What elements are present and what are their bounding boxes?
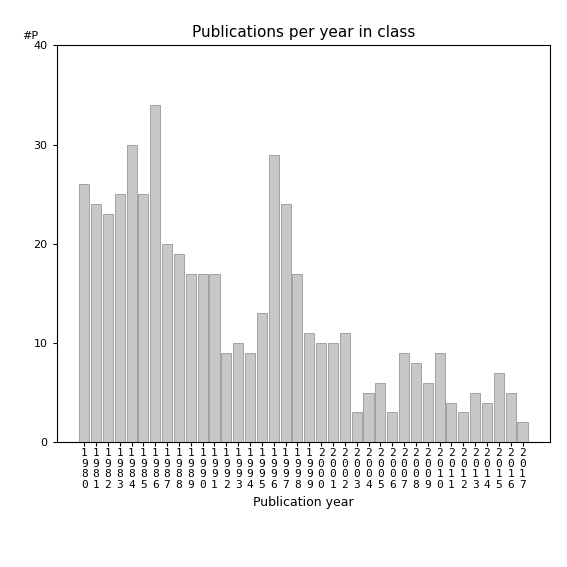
Bar xyxy=(186,274,196,442)
Bar xyxy=(411,363,421,442)
Bar xyxy=(103,214,113,442)
Bar xyxy=(257,313,267,442)
Bar xyxy=(423,383,433,442)
Bar xyxy=(150,105,160,442)
Bar xyxy=(375,383,386,442)
Bar xyxy=(387,413,397,442)
Bar xyxy=(91,204,101,442)
Bar xyxy=(138,194,149,442)
Bar xyxy=(281,204,291,442)
Bar xyxy=(446,403,456,442)
Bar xyxy=(245,353,255,442)
Bar xyxy=(482,403,492,442)
Bar xyxy=(304,333,314,442)
Bar xyxy=(198,274,208,442)
Bar xyxy=(293,274,302,442)
Bar xyxy=(269,155,279,442)
Bar xyxy=(506,393,516,442)
Bar xyxy=(174,254,184,442)
Bar xyxy=(115,194,125,442)
Bar xyxy=(126,145,137,442)
Text: #P: #P xyxy=(22,31,39,41)
Bar xyxy=(209,274,219,442)
Bar xyxy=(162,244,172,442)
Bar xyxy=(79,184,89,442)
Bar xyxy=(518,422,527,442)
Bar xyxy=(458,413,468,442)
Bar xyxy=(434,353,445,442)
Bar xyxy=(363,393,374,442)
X-axis label: Publication year: Publication year xyxy=(253,496,354,509)
Bar xyxy=(494,373,504,442)
Bar xyxy=(470,393,480,442)
Title: Publications per year in class: Publications per year in class xyxy=(192,25,415,40)
Bar xyxy=(328,343,338,442)
Bar xyxy=(340,333,350,442)
Bar xyxy=(352,413,362,442)
Bar xyxy=(316,343,326,442)
Bar xyxy=(221,353,231,442)
Bar xyxy=(233,343,243,442)
Bar xyxy=(399,353,409,442)
